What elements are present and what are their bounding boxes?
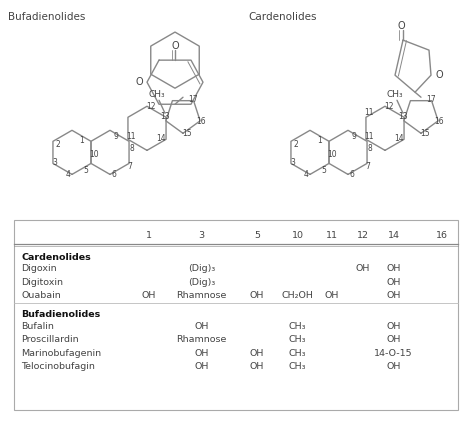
Text: OH: OH (142, 291, 156, 300)
Text: O: O (397, 21, 405, 31)
Text: 14: 14 (156, 134, 166, 143)
Text: 1: 1 (146, 232, 152, 240)
Text: 17: 17 (188, 95, 198, 104)
Text: Marinobufagenin: Marinobufagenin (21, 349, 101, 358)
Text: OH: OH (325, 291, 339, 300)
Text: 8: 8 (129, 144, 134, 153)
Text: 6: 6 (349, 170, 355, 179)
Text: (Dig)₃: (Dig)₃ (188, 277, 215, 287)
Text: 8: 8 (368, 144, 373, 153)
Text: 1: 1 (80, 136, 84, 145)
Text: 17: 17 (426, 95, 436, 104)
Text: OH: OH (250, 349, 264, 358)
FancyBboxPatch shape (14, 219, 458, 410)
Text: 5: 5 (321, 166, 327, 175)
Text: OH: OH (194, 362, 209, 371)
Text: OH: OH (250, 291, 264, 300)
Text: 11: 11 (364, 108, 374, 117)
Text: 2: 2 (55, 140, 60, 149)
Text: 9: 9 (114, 132, 118, 141)
Text: 12: 12 (357, 232, 369, 240)
Text: OH: OH (386, 291, 401, 300)
Text: OH: OH (386, 264, 401, 273)
Text: Telocinobufagin: Telocinobufagin (21, 362, 95, 371)
Text: 4: 4 (65, 170, 71, 179)
Text: 10: 10 (89, 150, 99, 159)
Text: 11: 11 (364, 132, 374, 141)
Text: OH: OH (386, 277, 401, 287)
Text: Digoxin: Digoxin (21, 264, 56, 273)
Text: Bufadienolides: Bufadienolides (21, 310, 100, 319)
Text: Cardenolides: Cardenolides (248, 12, 317, 22)
Text: 4: 4 (303, 170, 309, 179)
Text: OH: OH (194, 349, 209, 358)
Text: 10: 10 (292, 232, 303, 240)
Text: Bufalin: Bufalin (21, 322, 54, 331)
Text: 9: 9 (352, 132, 356, 141)
Text: O: O (435, 70, 443, 80)
Text: 13: 13 (160, 112, 170, 121)
Text: 13: 13 (398, 112, 408, 121)
Text: 12: 12 (146, 102, 156, 111)
Text: 16: 16 (434, 117, 444, 126)
Text: 3: 3 (291, 158, 295, 167)
Text: 16: 16 (436, 232, 447, 240)
Text: 7: 7 (365, 162, 371, 171)
Text: CH₃: CH₃ (289, 349, 306, 358)
Text: Digitoxin: Digitoxin (21, 277, 63, 287)
Text: CH₃: CH₃ (289, 335, 306, 344)
Text: CH₃: CH₃ (387, 90, 403, 99)
Text: 16: 16 (196, 117, 206, 126)
Text: OH: OH (194, 322, 209, 331)
Text: 11: 11 (326, 232, 338, 240)
Text: 5: 5 (254, 232, 260, 240)
Text: Rhamnose: Rhamnose (176, 335, 227, 344)
Text: 3: 3 (53, 158, 57, 167)
Text: 14-O-15: 14-O-15 (374, 349, 413, 358)
Text: 6: 6 (111, 170, 117, 179)
Text: 3: 3 (199, 232, 205, 240)
Text: Bufadienolides: Bufadienolides (8, 12, 85, 22)
Text: CH₃: CH₃ (149, 90, 165, 99)
Text: 11: 11 (126, 132, 136, 141)
Text: O: O (171, 41, 179, 51)
Text: 10: 10 (327, 150, 337, 159)
Text: Cardenolides: Cardenolides (21, 253, 91, 261)
Text: (Dig)₃: (Dig)₃ (188, 264, 215, 273)
Text: Proscillardin: Proscillardin (21, 335, 79, 344)
Text: 12: 12 (384, 102, 394, 111)
Text: 15: 15 (420, 129, 430, 138)
Text: OH: OH (356, 264, 370, 273)
Text: OH: OH (386, 322, 401, 331)
Text: CH₃: CH₃ (289, 362, 306, 371)
Text: 2: 2 (293, 140, 298, 149)
Text: 14: 14 (394, 134, 404, 143)
Text: Rhamnose: Rhamnose (176, 291, 227, 300)
Text: OH: OH (386, 362, 401, 371)
Text: 7: 7 (128, 162, 132, 171)
Text: 1: 1 (318, 136, 322, 145)
Text: CH₂OH: CH₂OH (282, 291, 313, 300)
Text: OH: OH (250, 362, 264, 371)
Text: O: O (135, 77, 143, 87)
Text: Ouabain: Ouabain (21, 291, 61, 300)
Text: OH: OH (386, 335, 401, 344)
Text: 5: 5 (83, 166, 89, 175)
Text: CH₃: CH₃ (289, 322, 306, 331)
Text: 14: 14 (387, 232, 400, 240)
Text: 15: 15 (182, 129, 192, 138)
